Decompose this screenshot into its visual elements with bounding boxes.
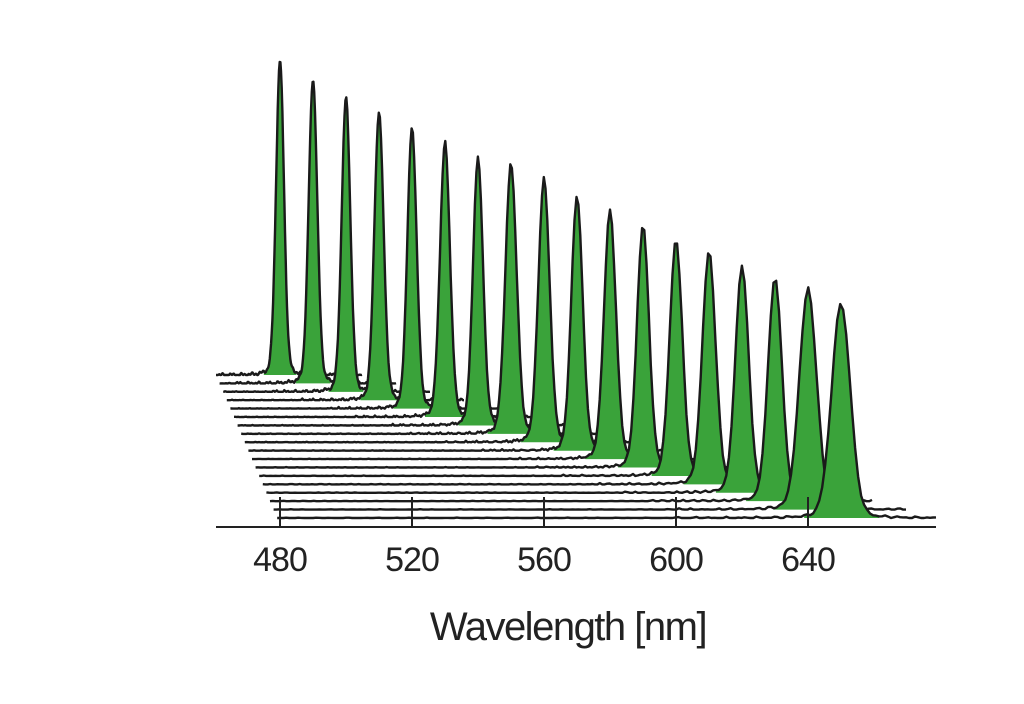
spectrum-trace-500 <box>222 96 431 393</box>
spectrum-line-590 <box>255 226 737 469</box>
spectrum-fill-610 <box>683 253 736 485</box>
spectra-group <box>215 60 937 520</box>
spectrum-line-650 <box>277 302 937 520</box>
spectrum-trace-580 <box>252 208 703 461</box>
x-tick-label-640: 640 <box>781 541 835 579</box>
x-tick-label-520: 520 <box>385 541 439 579</box>
spectrum-trace-620 <box>266 264 839 494</box>
x-tick-label-600: 600 <box>649 541 703 579</box>
spectrum-trace-640 <box>273 286 906 511</box>
spectrum-line-600 <box>259 242 771 478</box>
spectrum-fill-590 <box>618 228 667 468</box>
spectrum-fill-600 <box>651 243 701 476</box>
spectrum-fill-540 <box>458 156 498 426</box>
spectrum-line-640 <box>273 286 906 511</box>
spectrum-line-620 <box>266 264 839 494</box>
spectrum-trace-600 <box>259 242 771 478</box>
x-tick-label-560: 560 <box>517 541 571 579</box>
spectrum-fill-620 <box>715 265 768 493</box>
spectrum-fill-570 <box>553 197 600 451</box>
spectrum-line-610 <box>262 252 804 486</box>
spectrum-fill-530 <box>425 141 466 418</box>
spectrum-line-500 <box>222 96 431 393</box>
spectrum-fill-560 <box>520 177 567 443</box>
x-tick-label-480: 480 <box>253 541 307 579</box>
spectrum-fill-550 <box>487 164 534 434</box>
spectrum-line-580 <box>252 208 703 461</box>
spectrum-fill-640 <box>773 287 843 510</box>
spectrum-fill-510 <box>360 112 399 401</box>
spectrum-trace-630 <box>269 279 873 503</box>
spectrum-fill-490 <box>295 81 331 384</box>
x-axis-label: Wavelength [nm] <box>430 605 706 649</box>
spectrum-line-630 <box>269 279 873 503</box>
spectrum-trace-650 <box>277 302 937 520</box>
spectrum-fill-650 <box>804 304 880 518</box>
spectrum-fill-580 <box>585 209 635 460</box>
spectrum-trace-590 <box>255 226 737 469</box>
spectrum-fill-520 <box>393 128 432 409</box>
spectrum-fill-630 <box>746 280 804 502</box>
spectrum-fill-500 <box>328 97 364 392</box>
x-axis-ticks: 480 520 560 600 640 <box>253 497 836 579</box>
spectrum-fill-480 <box>263 62 297 375</box>
spectrum-trace-610 <box>262 252 804 486</box>
